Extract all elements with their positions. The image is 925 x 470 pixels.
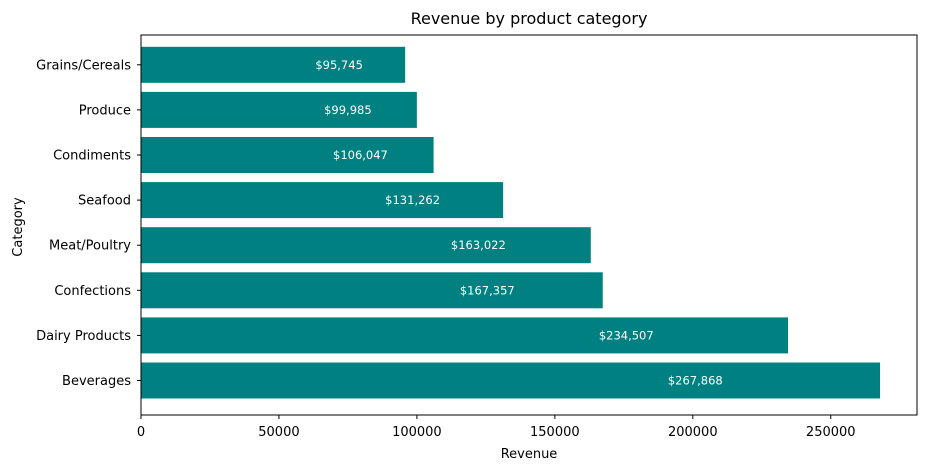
- y-tick-label: Seafood: [78, 194, 131, 209]
- bar: [141, 46, 406, 83]
- x-tick-label: 100000: [392, 425, 442, 440]
- y-tick-label: Meat/Poultry: [49, 239, 131, 254]
- chart-title: Revenue by product category: [411, 9, 648, 28]
- x-axis-label: Revenue: [501, 447, 558, 462]
- data-label: $106,047: [333, 148, 388, 162]
- x-tick-label: 150000: [530, 425, 580, 440]
- data-label: $131,262: [385, 193, 440, 207]
- bar: [141, 227, 591, 264]
- y-tick-label: Produce: [79, 103, 131, 118]
- x-tick-label: 250000: [806, 425, 856, 440]
- data-label: $267,868: [668, 374, 723, 388]
- y-tick-label: Confections: [54, 284, 131, 299]
- data-label: $167,357: [460, 283, 515, 297]
- y-axis-label: Category: [11, 197, 26, 257]
- bar: [141, 272, 603, 309]
- bar: [141, 182, 504, 219]
- plot-area: $267,868 Beverages $234,507 Dairy Products $…: [36, 34, 918, 440]
- bar: [141, 91, 417, 128]
- data-label: $234,507: [599, 328, 654, 342]
- y-tick-label: Condiments: [53, 149, 131, 164]
- data-label: $99,985: [324, 103, 372, 117]
- bar: [141, 137, 434, 173]
- y-tick-label: Grains/Cereals: [36, 58, 131, 73]
- x-tick-label: 200000: [668, 425, 718, 440]
- bar: [141, 362, 881, 399]
- plot-frame: [140, 34, 918, 416]
- x-tick-label: 50000: [258, 425, 299, 440]
- data-label: $95,745: [315, 58, 363, 72]
- y-tick-label: Beverages: [62, 374, 131, 389]
- bar: [141, 317, 789, 354]
- y-tick-label: Dairy Products: [36, 329, 131, 344]
- data-label: $163,022: [451, 238, 506, 252]
- x-tick-label: 0: [137, 425, 145, 440]
